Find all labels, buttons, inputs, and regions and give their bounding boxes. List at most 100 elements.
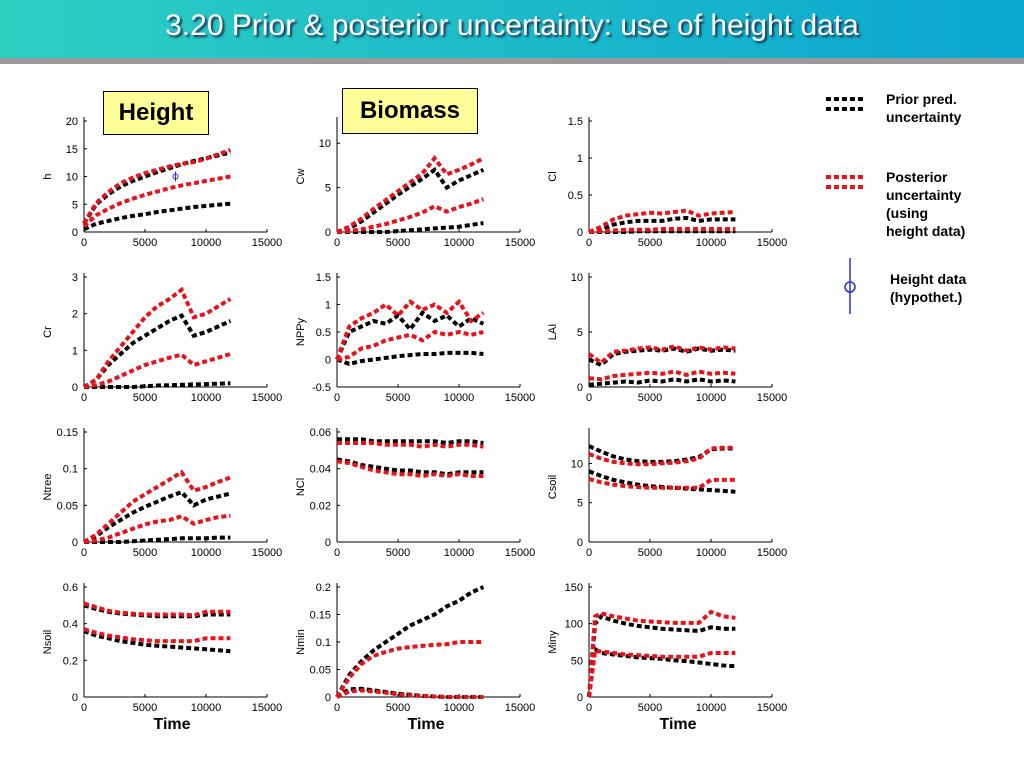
posterior-line: [336, 329, 484, 362]
y-tick-label: 0: [325, 227, 331, 239]
legend-prior-line-text: Prior pred.: [886, 91, 957, 107]
x-tick-label: 0: [81, 237, 87, 249]
y-tick-label: 1: [325, 300, 331, 312]
y-tick-label: 10: [66, 172, 78, 184]
y-tick-label: 2: [72, 309, 78, 321]
x-tick-label: 5000: [133, 702, 157, 714]
posterior-line: [82, 148, 232, 225]
y-tick-label: 150: [565, 582, 583, 594]
posterior-line: [587, 609, 736, 698]
x-tick-label: 0: [334, 392, 340, 404]
y-axis-label: Csoil: [547, 475, 559, 499]
subplot-ncl: 0 5000 10000 15000 0 0.02 0.04 0.06 NCl: [295, 427, 535, 559]
y-tick-label: 0: [72, 692, 78, 704]
x-tick-label: 15000: [505, 392, 536, 404]
prior-line: [337, 437, 484, 446]
x-tick-label: 15000: [505, 237, 536, 249]
title-shadow: [0, 58, 1024, 64]
y-tick-label: 0: [72, 382, 78, 394]
x-tick-label: 0: [586, 547, 592, 559]
y-tick-label: 0.5: [568, 190, 583, 202]
y-axis-label: NPPy: [295, 317, 307, 346]
y-axis-label: Nmin: [295, 629, 307, 655]
y-tick-label: 0.05: [310, 665, 331, 677]
y-tick-label: 0: [325, 355, 331, 367]
posterior-line: [83, 352, 231, 389]
x-tick-label: 15000: [505, 547, 536, 559]
x-tick-label: 15000: [757, 547, 788, 559]
time-axis-label-col2: Time: [407, 716, 445, 733]
x-tick-label: 10000: [191, 702, 222, 714]
prior-line: [336, 166, 485, 234]
y-tick-label: 0: [577, 227, 583, 239]
prior-line: [587, 645, 736, 698]
prior-line: [335, 585, 485, 698]
prior-line: [588, 215, 736, 234]
y-tick-label: 0.1: [316, 637, 331, 649]
y-tick-label: 1: [577, 153, 583, 165]
y-axis-label: Cr: [42, 326, 54, 338]
subplot-ntree: 0 5000 10000 15000 0 0.05 0.1 0.15 Ntree: [42, 427, 282, 559]
x-tick-label: 5000: [638, 547, 662, 559]
posterior-line: [588, 227, 736, 234]
y-tick-label: 0.15: [310, 610, 331, 622]
prior-line: [587, 613, 736, 698]
legend-data-line-text: (hypothet.): [890, 289, 963, 305]
legend-prior-label: Prior pred. uncertainty: [886, 90, 1006, 126]
posterior-line: [82, 174, 231, 228]
y-tick-label: 0.6: [63, 582, 78, 594]
x-tick-label: 0: [586, 237, 592, 249]
y-tick-label: 5: [577, 327, 583, 339]
y-tick-label: 1.5: [568, 116, 583, 128]
x-tick-label: 10000: [696, 237, 727, 249]
posterior-line: [337, 441, 484, 449]
posterior-line: [82, 469, 232, 544]
x-tick-label: 0: [586, 392, 592, 404]
subplot-cr: 0 5000 10000 15000 0 1 2 3 Cr: [42, 272, 282, 404]
x-tick-label: 15000: [252, 702, 283, 714]
y-tick-label: 5: [325, 183, 331, 195]
subplot-lai: 0 5000 10000 15000 0 5 10 LAI: [547, 272, 787, 404]
x-tick-label: 10000: [191, 547, 222, 559]
subplot-cl: 0 5000 10000 15000 0 0.5 1 1.5 Cl: [547, 116, 787, 249]
posterior-line: [587, 648, 736, 698]
x-tick-label: 10000: [696, 702, 727, 714]
y-tick-label: 0: [72, 537, 78, 549]
posterior-line: [588, 369, 736, 382]
y-tick-label: 100: [565, 619, 583, 631]
legend-data-label: Height data (hypothet.): [890, 270, 1010, 306]
prior-line: [84, 535, 231, 544]
x-tick-label: 5000: [386, 547, 410, 559]
x-tick-label: 5000: [133, 237, 157, 249]
x-tick-label: 10000: [444, 547, 475, 559]
x-tick-label: 15000: [252, 237, 283, 249]
slide-title: 3.20 Prior & posterior uncertainty: use …: [165, 9, 859, 42]
x-tick-label: 10000: [191, 392, 222, 404]
y-axis-label: h: [42, 173, 54, 179]
y-tick-label: 0.06: [310, 427, 331, 439]
x-tick-label: 0: [586, 702, 592, 714]
y-tick-label: 5: [72, 199, 78, 211]
x-tick-label: 15000: [757, 702, 788, 714]
y-tick-label: 0.2: [316, 582, 331, 594]
y-tick-label: 20: [66, 116, 78, 128]
posterior-line: [83, 513, 231, 544]
y-tick-label: 0: [72, 227, 78, 239]
x-tick-label: 0: [334, 237, 340, 249]
time-axis-label-col3: Time: [659, 716, 697, 733]
y-tick-label: 10: [571, 272, 583, 284]
x-tick-label: 15000: [252, 392, 283, 404]
prior-line: [83, 489, 231, 544]
prior-line: [337, 221, 484, 234]
y-tick-label: -0.5: [312, 382, 331, 394]
y-tick-label: 0.15: [57, 427, 78, 439]
posterior-line: [336, 459, 484, 479]
legend-posterior-line-text: height data): [886, 223, 966, 239]
y-tick-label: 50: [571, 655, 583, 667]
x-tick-label: 5000: [638, 702, 662, 714]
height-data-point: [172, 173, 179, 180]
y-axis-label: Ntree: [42, 474, 54, 501]
subplot-nsoil: 0 5000 10000 15000 0 0.2 0.4 0.6 Nsoil: [42, 582, 282, 714]
y-tick-label: 0.05: [57, 500, 78, 512]
legend-posterior-line-text: (using: [886, 205, 928, 221]
